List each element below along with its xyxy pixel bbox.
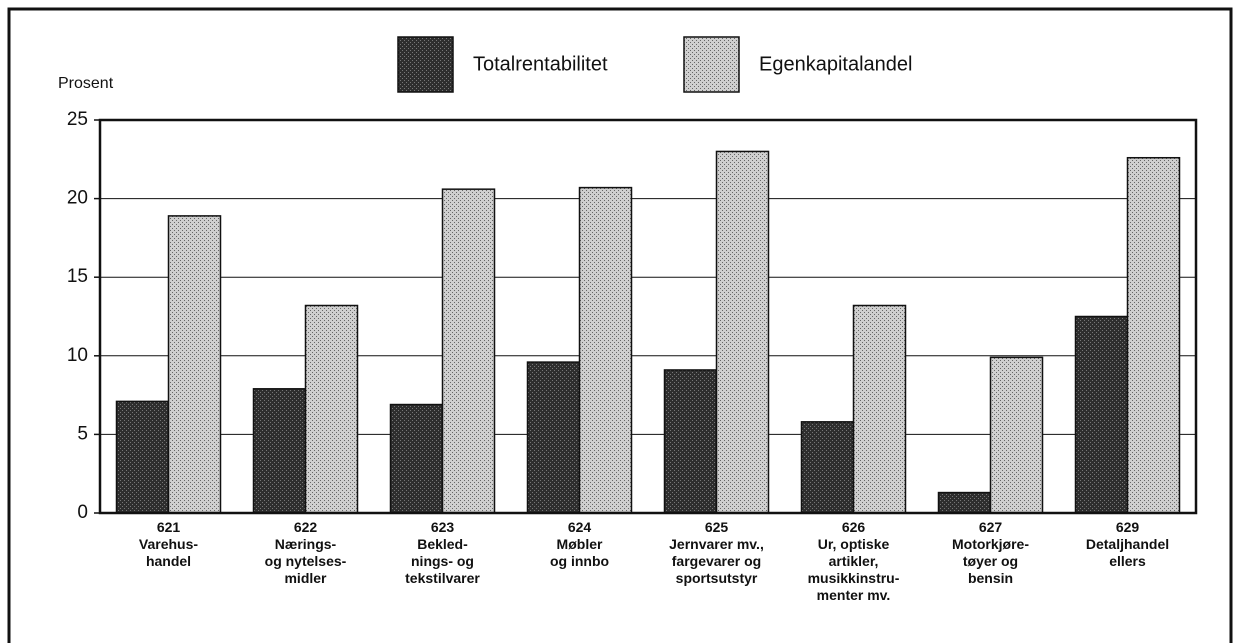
bar [389,403,444,514]
x-tick-label: 626 Ur, optiske artikler, musikkinstru-ment… [808,519,900,603]
x-tick-label: 625 Jernvarer mv., fargevarer og sportsutst… [669,519,764,586]
bar [1074,315,1129,514]
y-tick-label: 10 [67,345,88,366]
bar [989,356,1044,514]
legend-label: Totalrentabilitet [473,53,608,75]
bar [304,304,359,514]
legend-swatch [683,36,740,93]
bar [167,215,222,514]
y-tick-label: 0 [77,502,88,523]
bar [663,369,718,514]
legend-swatch [397,36,454,93]
legend-label: Egenkapitalandel [759,53,912,75]
x-tick-label: 627 Motorkjøre-tøyer og bensin [952,519,1029,586]
bar [715,150,770,514]
y-axis-label: Prosent [58,75,114,92]
x-tick-label: 623 Bekled-nings- og tekstilvarer [405,519,480,586]
x-tick-label: 629 Detaljhandel ellers [1086,519,1169,569]
bar [115,400,170,514]
bar [252,388,307,514]
bar [852,304,907,514]
bar [937,491,992,514]
y-tick-label: 20 [67,188,88,209]
x-tick-label: 624 Møbler og innbo [550,519,609,569]
x-tick-label: 622 Nærings-og nytelses-midler [265,519,347,586]
frame [7,7,1233,643]
bar [578,186,633,514]
bar [1126,156,1181,514]
bar [800,421,855,514]
bar [441,188,496,514]
plot-frame [98,118,1198,515]
bar [526,361,581,514]
y-tick-label: 25 [67,109,88,130]
y-tick-label: 15 [67,266,88,287]
y-tick-label: 5 [77,423,88,444]
x-tick-label: 621 Varehus-handel [139,519,198,569]
